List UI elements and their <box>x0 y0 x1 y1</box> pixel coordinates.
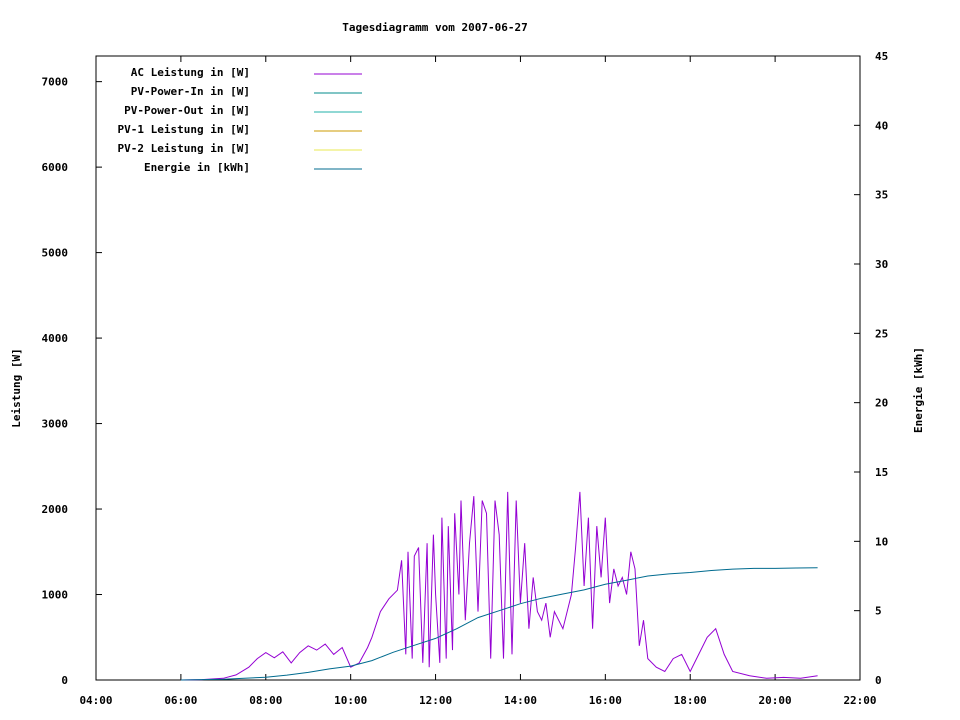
legend-label: Energie in [kWh] <box>144 161 250 174</box>
y2-tick-label: 5 <box>875 605 882 618</box>
y2-tick-label: 15 <box>875 466 888 479</box>
x-tick-label: 20:00 <box>759 694 792 707</box>
y-tick-label: 7000 <box>42 76 69 89</box>
y2-tick-label: 30 <box>875 258 888 271</box>
x-tick-label: 10:00 <box>334 694 367 707</box>
x-tick-label: 16:00 <box>589 694 622 707</box>
legend-label: PV-Power-Out in [W] <box>124 104 250 117</box>
y2-tick-label: 20 <box>875 397 888 410</box>
y-tick-label: 2000 <box>42 503 69 516</box>
y2-tick-label: 35 <box>875 189 888 202</box>
series-line-energie-in-kwh <box>180 567 818 681</box>
x-tick-label: 12:00 <box>419 694 452 707</box>
y-tick-label: 4000 <box>42 332 69 345</box>
y-tick-label: 5000 <box>42 247 69 260</box>
y2-tick-label: 25 <box>875 327 888 340</box>
x-tick-label: 06:00 <box>164 694 197 707</box>
x-tick-label: 08:00 <box>249 694 282 707</box>
plot-frame <box>95 55 861 681</box>
x-tick-label: 04:00 <box>79 694 112 707</box>
y2-tick-label: 10 <box>875 535 888 548</box>
x-tick-label: 22:00 <box>843 694 876 707</box>
y2-tick-label: 45 <box>875 50 888 63</box>
x-axis: 04:00 06:00 08:00 10:00 12:00 14:00 16:00 18:00… <box>79 56 877 707</box>
x-tick-label: 18:00 <box>674 694 707 707</box>
legend-label: AC Leistung in [W] <box>131 66 250 79</box>
y-tick-label: 6000 <box>42 161 69 174</box>
y-axis-right: 0 5 10 15 20 25 30 35 40 45 <box>854 50 888 687</box>
legend-label: PV-2 Leistung in [W] <box>118 142 250 155</box>
series-line-ac-leistung-in-w <box>180 491 818 681</box>
y-tick-label: 0 <box>61 674 68 687</box>
y-axis-left: 0 1000 2000 3000 4000 5000 6000 7000 <box>42 76 102 687</box>
y-tick-label: 1000 <box>42 589 69 602</box>
y2-tick-label: 0 <box>875 674 882 687</box>
x-tick-label: 14:00 <box>504 694 537 707</box>
y2-axis-label: Energie [kWh] <box>912 347 925 433</box>
legend-label: PV-1 Leistung in [W] <box>118 123 250 136</box>
legend-label: PV-Power-In in [W] <box>131 85 250 98</box>
chart-title: Tagesdiagramm vom 2007-06-27 <box>342 21 527 34</box>
legend: AC Leistung in [W] PV-Power-In in [W] PV-P… <box>118 66 362 174</box>
y-tick-label: 3000 <box>42 418 69 431</box>
y-axis-label: Leistung [W] <box>10 348 23 427</box>
y2-tick-label: 40 <box>875 119 888 132</box>
series-layer <box>180 491 818 681</box>
